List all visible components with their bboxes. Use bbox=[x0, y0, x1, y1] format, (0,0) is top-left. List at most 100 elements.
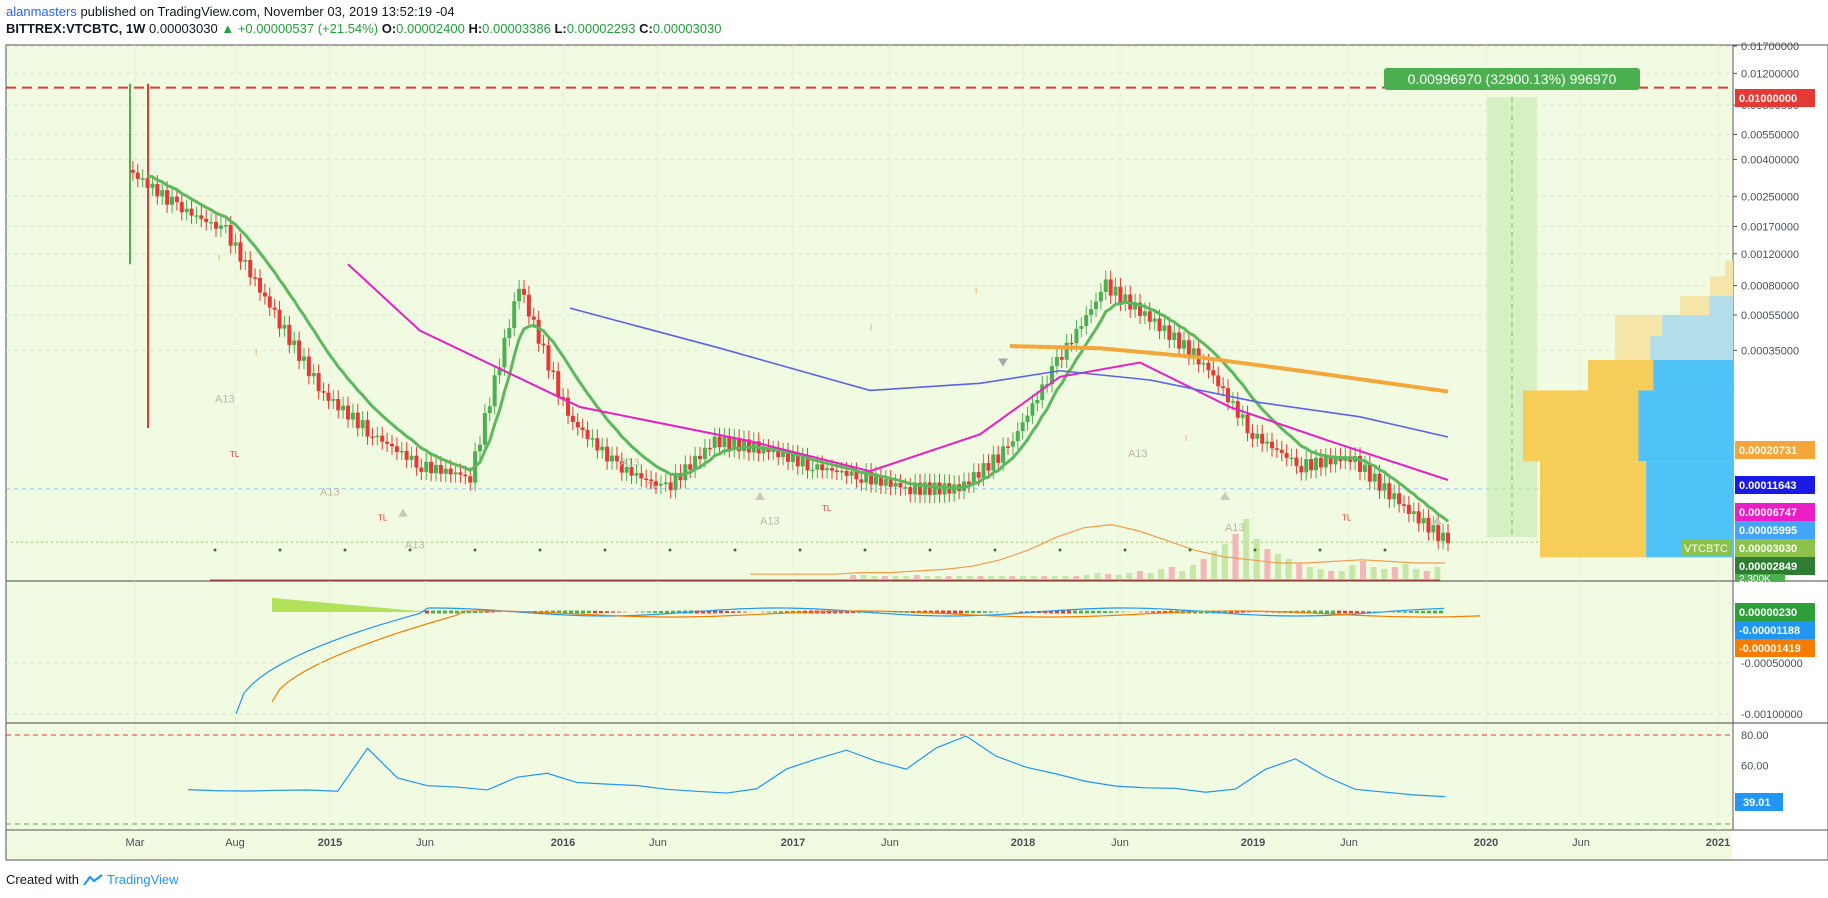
candle-body bbox=[1372, 473, 1377, 482]
macd-hist-bar bbox=[887, 611, 891, 613]
candle-body bbox=[1089, 309, 1094, 316]
signal-dot bbox=[798, 548, 802, 552]
tradingview-brand[interactable]: TradingView bbox=[106, 872, 179, 887]
macd-hist-bar bbox=[941, 610, 945, 614]
candle-body bbox=[194, 215, 199, 217]
candle-body bbox=[478, 444, 482, 452]
candle-body bbox=[536, 319, 541, 344]
price-axis[interactable]: 0.017000000.012000000.008000000.00550000… bbox=[1681, 41, 1815, 811]
candle-body bbox=[267, 296, 272, 308]
candle-body bbox=[140, 178, 145, 180]
publish-line: alanmasters published on TradingView.com… bbox=[6, 4, 455, 19]
macd-hist-bar bbox=[833, 610, 837, 614]
macd-hist-bar bbox=[332, 603, 335, 612]
candle-body bbox=[996, 454, 1001, 463]
macd-hist-bar bbox=[995, 611, 999, 613]
y-tick-label: 0.00055000 bbox=[1741, 310, 1799, 322]
candle-body bbox=[727, 437, 732, 450]
candle-body bbox=[1284, 452, 1289, 458]
candle-body bbox=[815, 464, 820, 470]
candle-body bbox=[600, 446, 605, 451]
x-tick-label: Mar bbox=[126, 837, 145, 849]
candle-body bbox=[394, 446, 399, 452]
candle-body bbox=[434, 465, 438, 474]
candle-body bbox=[1265, 441, 1270, 444]
profile-buy bbox=[1638, 390, 1733, 462]
macd-hist-bar bbox=[401, 609, 404, 612]
macd-hist-bar bbox=[305, 600, 308, 612]
volume-bar bbox=[966, 576, 973, 579]
candle-body bbox=[942, 483, 947, 495]
macd-hist-bar bbox=[1013, 611, 1017, 613]
macd-hist-bar bbox=[299, 600, 302, 612]
price-label-box bbox=[1735, 503, 1815, 521]
volume-bar bbox=[1391, 567, 1398, 579]
candle-body bbox=[922, 482, 927, 495]
candle-body bbox=[1245, 414, 1250, 434]
macd-hist-bar bbox=[779, 611, 783, 613]
ema-short-line bbox=[147, 174, 1449, 523]
candle-body bbox=[1084, 315, 1089, 327]
candle-body bbox=[1441, 532, 1446, 542]
macd-hist-bar bbox=[350, 605, 353, 612]
macd-hist-bar bbox=[1163, 610, 1167, 614]
volume-bar bbox=[1413, 569, 1420, 579]
macd-hist-bar bbox=[1319, 610, 1323, 614]
volume-ma-line bbox=[750, 523, 1445, 575]
candle-body bbox=[438, 465, 443, 474]
candle-body bbox=[952, 484, 957, 494]
x-tick-label: 2016 bbox=[551, 837, 575, 849]
candle-body bbox=[341, 405, 346, 411]
annotation-tl: TL bbox=[230, 450, 240, 459]
volume-bar bbox=[935, 576, 941, 579]
candle-body bbox=[404, 450, 409, 460]
macd-hist-bar bbox=[1139, 611, 1143, 613]
x-tick-label: Jun bbox=[1340, 837, 1358, 849]
candle-body bbox=[707, 447, 712, 450]
author-link[interactable]: alanmasters bbox=[6, 4, 77, 19]
candle-body bbox=[1103, 279, 1108, 292]
macd-hist-bar bbox=[1169, 610, 1173, 614]
volume-bar bbox=[881, 576, 888, 579]
candle-body bbox=[986, 463, 991, 471]
macd-hist-bar bbox=[767, 611, 771, 613]
signal-dot bbox=[1188, 548, 1192, 552]
measure-tool[interactable]: 0.00996970 (32900.13%) 996970 bbox=[1384, 68, 1640, 537]
price-label: 0.00011643 bbox=[1739, 480, 1797, 492]
candle-body bbox=[839, 470, 844, 473]
macd-hist-bar bbox=[1397, 611, 1401, 613]
macd-label-box bbox=[1735, 639, 1815, 657]
candle-body bbox=[869, 471, 874, 485]
grid-lines bbox=[6, 45, 1733, 830]
candle-body bbox=[737, 437, 742, 452]
close-value: 0.00003030 bbox=[652, 21, 722, 36]
candle-body bbox=[458, 472, 463, 475]
volume-bar bbox=[892, 576, 899, 579]
candle-body bbox=[1309, 459, 1314, 471]
candle-body bbox=[1416, 511, 1421, 524]
time-axis[interactable]: Mar Aug 2015 Jun 2016 Jun 2017 Jun 2018 Jun 2019 Ju… bbox=[126, 837, 1731, 849]
x-tick-label: Jun bbox=[1572, 837, 1590, 849]
candle-body bbox=[468, 476, 473, 483]
macd-hist-bar bbox=[362, 606, 365, 612]
candle-body bbox=[566, 397, 570, 416]
candle-body bbox=[336, 398, 341, 411]
macd-hist-bar bbox=[953, 610, 957, 614]
macd-label: 0.00000230 bbox=[1739, 607, 1797, 619]
candle-body bbox=[693, 455, 698, 470]
candle-body bbox=[502, 338, 507, 368]
annotation-i: I bbox=[255, 348, 257, 357]
candle-body bbox=[443, 468, 448, 474]
candle-body bbox=[1240, 414, 1245, 418]
macd-hist-bar bbox=[713, 610, 717, 614]
y-tick-label: 0.00170000 bbox=[1741, 222, 1799, 234]
candle-body bbox=[326, 392, 331, 401]
macd-hist-bar bbox=[665, 610, 669, 614]
candle-body bbox=[795, 453, 800, 467]
candle-body bbox=[722, 437, 727, 448]
annotation-i: I bbox=[1185, 434, 1187, 443]
price-label-box bbox=[1735, 557, 1815, 575]
volume-bar bbox=[1041, 576, 1048, 579]
ohlc-line: BITTREX:VTCBTC, 1W 0.00003030 ▲ +0.00000… bbox=[6, 21, 721, 36]
